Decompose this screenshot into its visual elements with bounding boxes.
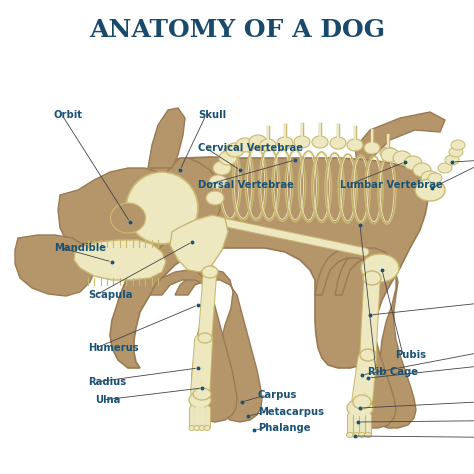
Ellipse shape [193,388,211,400]
Ellipse shape [249,135,267,149]
Text: Lumbar Vertebrae: Lumbar Vertebrae [340,180,443,190]
Polygon shape [58,168,176,268]
Text: Pubis: Pubis [395,350,426,360]
Ellipse shape [347,399,373,417]
Ellipse shape [204,426,210,430]
Text: Phalange: Phalange [258,423,310,433]
Ellipse shape [347,139,363,151]
Ellipse shape [189,392,211,408]
Polygon shape [355,112,445,168]
Ellipse shape [189,426,195,430]
Ellipse shape [353,432,359,438]
Polygon shape [170,215,228,272]
Text: Dorsal Vertebrae: Dorsal Vertebrae [198,180,294,190]
Ellipse shape [202,266,218,278]
Text: Cervical Vertebrae: Cervical Vertebrae [198,143,303,153]
Ellipse shape [198,333,212,343]
Ellipse shape [206,191,224,205]
Ellipse shape [361,254,399,282]
Ellipse shape [360,349,376,361]
Polygon shape [315,248,396,428]
Ellipse shape [380,147,396,159]
Polygon shape [110,157,430,368]
Ellipse shape [428,173,442,183]
Polygon shape [335,248,416,428]
Ellipse shape [438,163,452,173]
Ellipse shape [353,395,371,409]
Text: Rib Cage: Rib Cage [368,367,418,377]
Ellipse shape [126,172,198,244]
Ellipse shape [381,148,399,162]
Ellipse shape [404,156,422,170]
Ellipse shape [330,137,346,149]
Ellipse shape [364,142,380,154]
Ellipse shape [421,171,439,185]
Ellipse shape [449,147,463,157]
Ellipse shape [413,163,431,177]
Ellipse shape [209,175,227,189]
Text: Humerus: Humerus [88,343,138,353]
Text: Mandible: Mandible [54,243,106,253]
Text: ANATOMY OF A DOG: ANATOMY OF A DOG [89,18,385,42]
Ellipse shape [199,426,205,430]
Text: Orbit: Orbit [54,110,83,120]
Ellipse shape [365,432,372,438]
Ellipse shape [346,432,354,438]
Ellipse shape [415,179,445,201]
Polygon shape [74,240,166,280]
Ellipse shape [358,432,365,438]
Ellipse shape [393,151,411,165]
Text: Metacarpus: Metacarpus [258,407,324,417]
Polygon shape [15,235,95,296]
Ellipse shape [194,426,200,430]
Ellipse shape [226,143,244,157]
Ellipse shape [294,136,310,148]
Text: Radius: Radius [88,377,126,387]
Polygon shape [148,108,185,168]
Ellipse shape [363,271,381,285]
Polygon shape [175,270,262,422]
Ellipse shape [110,203,146,233]
Ellipse shape [219,151,237,165]
Ellipse shape [451,140,465,150]
Polygon shape [156,158,222,240]
Text: Carpus: Carpus [258,390,297,400]
Ellipse shape [277,137,293,149]
Text: Ulna: Ulna [95,395,120,405]
Ellipse shape [236,138,254,152]
Ellipse shape [213,161,231,175]
Text: Scapula: Scapula [88,290,133,300]
Ellipse shape [445,155,459,165]
Ellipse shape [260,139,276,151]
Ellipse shape [312,136,328,148]
Polygon shape [150,270,237,422]
Text: Skull: Skull [198,110,226,120]
